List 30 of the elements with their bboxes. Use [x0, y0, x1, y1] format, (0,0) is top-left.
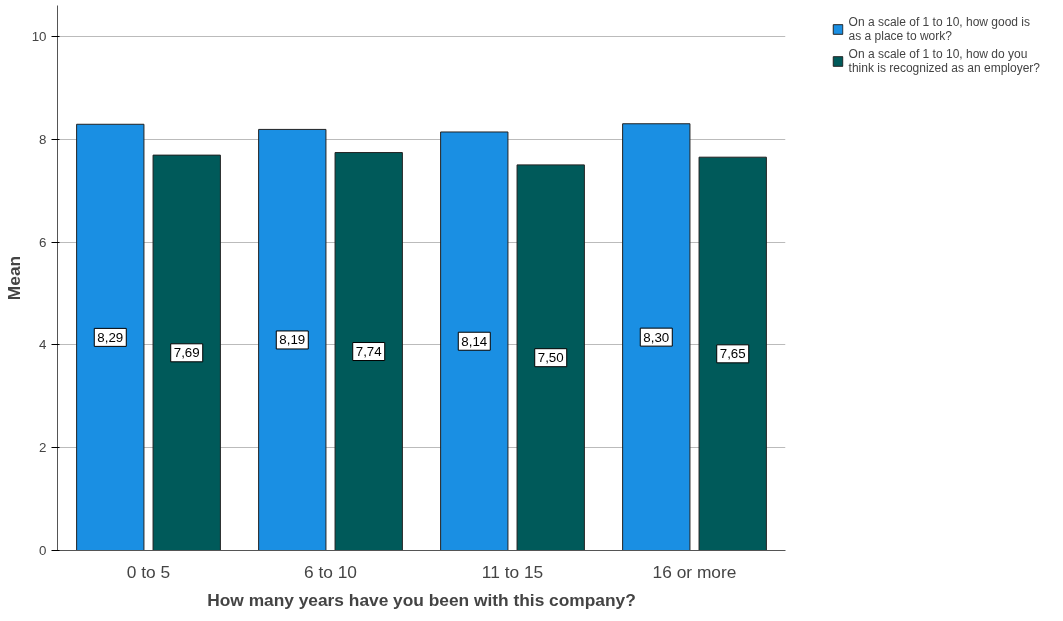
data-label: 7,50 — [537, 350, 564, 366]
x-axis-title: How many years have you been with this company? — [207, 589, 636, 610]
bar — [334, 152, 403, 551]
y-tick-label: 2 — [39, 440, 47, 456]
bar — [516, 164, 585, 551]
data-label: 8,30 — [643, 329, 670, 345]
data-label: 8,14 — [461, 333, 488, 349]
x-tick-label: 16 or more — [652, 561, 737, 582]
bar — [76, 123, 145, 551]
legend-label: On a scale of 1 to 10, how good is as a place to work? — [848, 15, 1031, 43]
bar — [698, 156, 767, 551]
data-label: 7,65 — [719, 346, 746, 362]
y-tick-label: 4 — [39, 337, 48, 353]
y-tick-label: 10 — [31, 28, 47, 44]
x-tick-label: 11 to 15 — [481, 561, 544, 582]
x-tick-label: 6 to 10 — [304, 561, 357, 582]
bar — [152, 154, 221, 551]
y-tick-label: 0 — [39, 543, 47, 558]
y-axis-title: Mean — [3, 255, 24, 301]
data-label: 8,19 — [279, 332, 306, 348]
legend-label: On a scale of 1 to 10, how do you think is recognized as an employer? — [848, 47, 1040, 75]
data-label: 7,69 — [173, 345, 200, 361]
x-tick-label: 0 to 5 — [126, 561, 171, 582]
y-tick-label: 8 — [39, 131, 47, 147]
bar — [622, 123, 691, 551]
data-label: 8,29 — [97, 329, 124, 345]
y-tick-label: 6 — [39, 234, 47, 250]
bar — [258, 128, 327, 551]
bar — [440, 131, 509, 551]
data-label: 7,74 — [355, 344, 383, 360]
